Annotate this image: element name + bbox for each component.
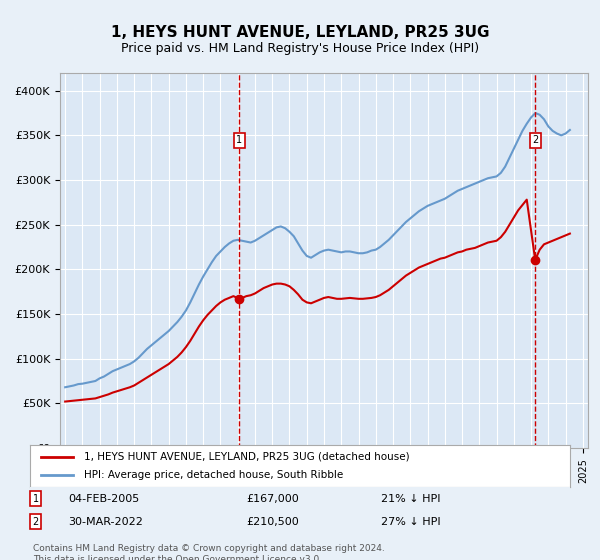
Text: 30-MAR-2022: 30-MAR-2022 bbox=[68, 517, 143, 527]
Text: 1, HEYS HUNT AVENUE, LEYLAND, PR25 3UG: 1, HEYS HUNT AVENUE, LEYLAND, PR25 3UG bbox=[111, 25, 489, 40]
Text: 27% ↓ HPI: 27% ↓ HPI bbox=[381, 517, 440, 527]
Text: 04-FEB-2005: 04-FEB-2005 bbox=[68, 494, 139, 504]
Text: 1: 1 bbox=[33, 494, 39, 504]
Text: Contains HM Land Registry data © Crown copyright and database right 2024.
This d: Contains HM Land Registry data © Crown c… bbox=[33, 544, 385, 560]
Text: £210,500: £210,500 bbox=[246, 517, 299, 527]
Text: HPI: Average price, detached house, South Ribble: HPI: Average price, detached house, Sout… bbox=[84, 470, 343, 480]
Text: Price paid vs. HM Land Registry's House Price Index (HPI): Price paid vs. HM Land Registry's House … bbox=[121, 42, 479, 55]
Text: £167,000: £167,000 bbox=[246, 494, 299, 504]
Text: 21% ↓ HPI: 21% ↓ HPI bbox=[381, 494, 440, 504]
Text: 1, HEYS HUNT AVENUE, LEYLAND, PR25 3UG (detached house): 1, HEYS HUNT AVENUE, LEYLAND, PR25 3UG (… bbox=[84, 452, 410, 462]
Text: 1: 1 bbox=[236, 136, 242, 146]
Text: 2: 2 bbox=[33, 517, 39, 527]
Text: 2: 2 bbox=[532, 136, 538, 146]
